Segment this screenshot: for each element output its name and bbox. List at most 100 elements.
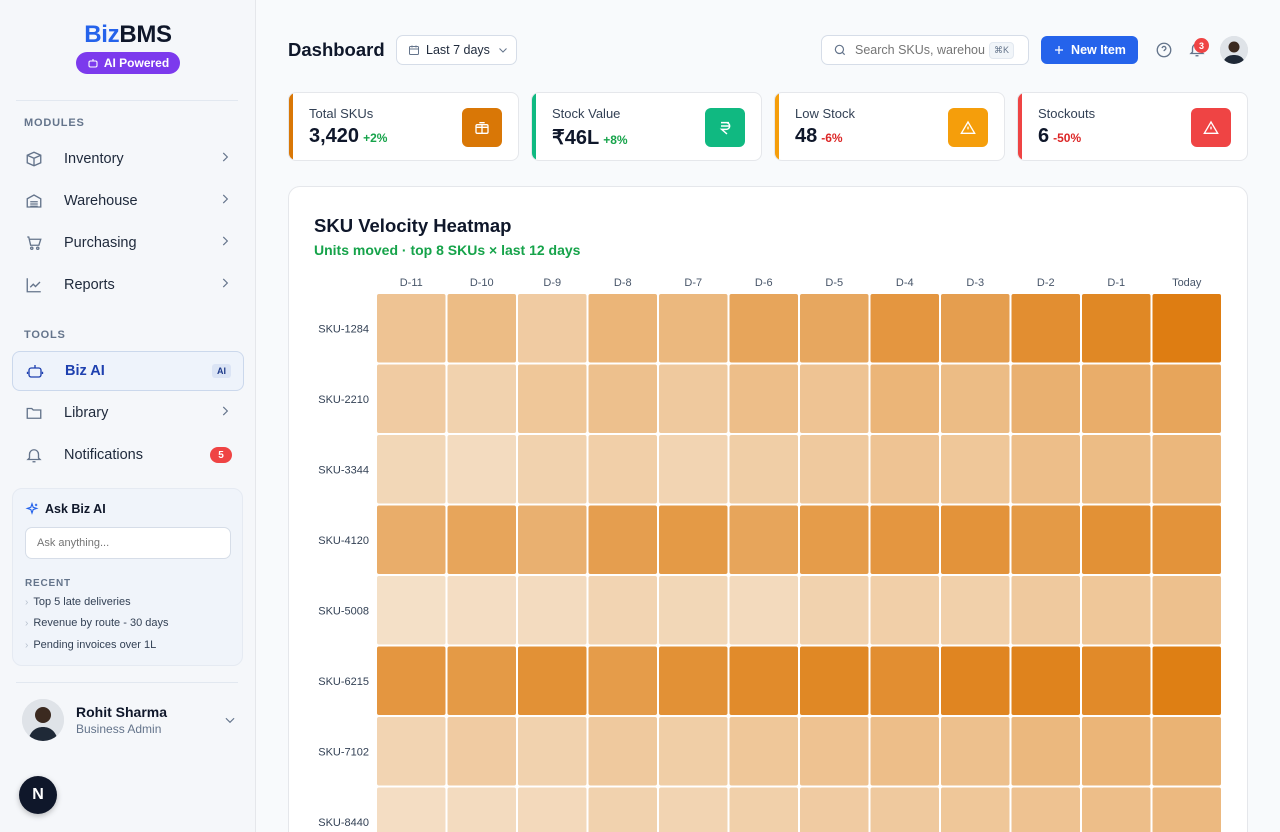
recent-item[interactable]: › Top 5 late deliveries <box>25 596 131 608</box>
heatmap-cell[interactable] <box>377 576 446 645</box>
heatmap-cell[interactable] <box>1152 364 1222 434</box>
heatmap-cell[interactable] <box>870 294 940 363</box>
heatmap-cell[interactable] <box>377 787 446 832</box>
heatmap-cell[interactable] <box>1011 717 1081 786</box>
heatmap-cell[interactable] <box>941 435 1010 504</box>
heatmap-cell[interactable] <box>659 576 728 645</box>
heatmap-cell[interactable] <box>729 576 799 645</box>
recent-item[interactable]: › Revenue by route - 30 days <box>25 617 169 629</box>
heatmap-cell[interactable] <box>729 505 799 575</box>
new-item-button[interactable]: New Item <box>1041 36 1138 64</box>
heatmap-cell[interactable] <box>447 576 517 645</box>
heatmap-cell[interactable] <box>1152 717 1222 786</box>
heatmap-cell[interactable] <box>1082 717 1151 786</box>
heatmap-cell[interactable] <box>941 576 1010 645</box>
heatmap-cell[interactable] <box>588 505 658 575</box>
heatmap-cell[interactable] <box>870 435 940 504</box>
heatmap-cell[interactable] <box>941 294 1010 363</box>
heatmap-cell[interactable] <box>588 294 658 363</box>
heatmap-cell[interactable] <box>800 646 869 716</box>
heatmap-cell[interactable] <box>659 294 728 363</box>
heatmap-cell[interactable] <box>447 505 517 575</box>
heatmap-cell[interactable] <box>1082 294 1151 363</box>
heatmap-cell[interactable] <box>1011 576 1081 645</box>
heatmap-cell[interactable] <box>941 505 1010 575</box>
heatmap-cell[interactable] <box>729 435 799 504</box>
heatmap-cell[interactable] <box>729 787 799 832</box>
heatmap-cell[interactable] <box>377 505 446 575</box>
heatmap-cell[interactable] <box>588 364 658 434</box>
heatmap-cell[interactable] <box>1011 505 1081 575</box>
heatmap-cell[interactable] <box>729 364 799 434</box>
heatmap-cell[interactable] <box>377 646 446 716</box>
heatmap-cell[interactable] <box>1152 505 1222 575</box>
kpi-card-stockouts[interactable]: Stockouts 6 -50% <box>1017 92 1248 161</box>
heatmap-cell[interactable] <box>377 364 446 434</box>
heatmap-cell[interactable] <box>1011 435 1081 504</box>
heatmap-cell[interactable] <box>1011 646 1081 716</box>
heatmap-cell[interactable] <box>518 364 587 434</box>
heatmap-cell[interactable] <box>518 435 587 504</box>
heatmap-cell[interactable] <box>729 294 799 363</box>
heatmap-cell[interactable] <box>518 505 587 575</box>
sidebar-item-notifications[interactable]: Notifications 5 <box>12 435 244 475</box>
heatmap-cell[interactable] <box>870 646 940 716</box>
sidebar-item-purchasing[interactable]: Purchasing <box>12 223 244 263</box>
heatmap-cell[interactable] <box>659 717 728 786</box>
heatmap-cell[interactable] <box>1011 787 1081 832</box>
date-range-select[interactable]: Last 7 days <box>396 35 517 65</box>
search-input[interactable] <box>855 43 985 57</box>
heatmap-cell[interactable] <box>1152 435 1222 504</box>
heatmap-cell[interactable] <box>800 505 869 575</box>
help-icon[interactable] <box>1155 41 1173 64</box>
sidebar-item-warehouse[interactable]: Warehouse <box>12 181 244 221</box>
heatmap-cell[interactable] <box>659 787 728 832</box>
heatmap-cell[interactable] <box>941 717 1010 786</box>
sidebar-item-reports[interactable]: Reports <box>12 265 244 305</box>
brand-logo[interactable]: BizBMS <box>84 21 172 48</box>
heatmap-cell[interactable] <box>659 505 728 575</box>
heatmap-cell[interactable] <box>518 294 587 363</box>
heatmap-cell[interactable] <box>870 717 940 786</box>
heatmap-cell[interactable] <box>1011 294 1081 363</box>
sidebar-item-biz-ai[interactable]: Biz AI AI <box>12 351 244 391</box>
heatmap-cell[interactable] <box>518 787 587 832</box>
heatmap-cell[interactable] <box>377 435 446 504</box>
heatmap-cell[interactable] <box>447 294 517 363</box>
heatmap-cell[interactable] <box>729 646 799 716</box>
kpi-card-low-stock[interactable]: Low Stock 48 -6% <box>774 92 1005 161</box>
heatmap-cell[interactable] <box>447 646 517 716</box>
heatmap-cell[interactable] <box>1152 294 1222 363</box>
heatmap-cell[interactable] <box>377 717 446 786</box>
heatmap-cell[interactable] <box>588 787 658 832</box>
heatmap-cell[interactable] <box>800 717 869 786</box>
heatmap-cell[interactable] <box>1011 364 1081 434</box>
heatmap-cell[interactable] <box>941 787 1010 832</box>
heatmap-cell[interactable] <box>1082 364 1151 434</box>
heatmap-cell[interactable] <box>659 646 728 716</box>
sidebar-item-library[interactable]: Library <box>12 393 244 433</box>
heatmap-cell[interactable] <box>1082 646 1151 716</box>
heatmap-cell[interactable] <box>518 576 587 645</box>
heatmap-cell[interactable] <box>870 364 940 434</box>
heatmap-cell[interactable] <box>870 787 940 832</box>
heatmap-cell[interactable] <box>800 576 869 645</box>
heatmap-cell[interactable] <box>588 717 658 786</box>
user-profile[interactable]: Rohit Sharma Business Admin <box>22 699 237 741</box>
heatmap-cell[interactable] <box>659 435 728 504</box>
heatmap-cell[interactable] <box>729 717 799 786</box>
heatmap-cell[interactable] <box>1082 576 1151 645</box>
heatmap-cell[interactable] <box>1152 576 1222 645</box>
heatmap-cell[interactable] <box>941 364 1010 434</box>
kpi-card-stock-value[interactable]: Stock Value ₹46L +8% <box>531 92 762 161</box>
heatmap-cell[interactable] <box>800 787 869 832</box>
heatmap-cell[interactable] <box>800 364 869 434</box>
heatmap-cell[interactable] <box>1082 787 1151 832</box>
ask-input[interactable] <box>25 527 231 559</box>
heatmap-cell[interactable] <box>1152 787 1222 832</box>
heatmap-cell[interactable] <box>588 435 658 504</box>
heatmap-cell[interactable] <box>588 646 658 716</box>
floating-n-button[interactable]: N <box>19 776 57 814</box>
heatmap-cell[interactable] <box>447 364 517 434</box>
heatmap-cell[interactable] <box>447 717 517 786</box>
